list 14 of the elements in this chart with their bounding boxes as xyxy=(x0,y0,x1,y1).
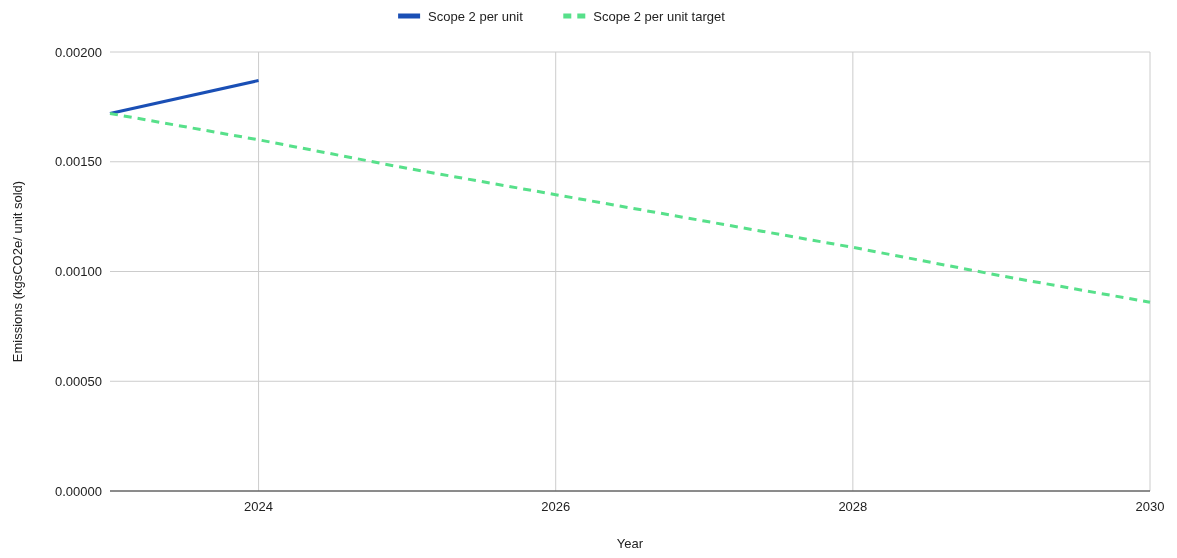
y-tick-label: 0.00200 xyxy=(55,44,102,60)
x-tick-label: 2024 xyxy=(244,499,274,514)
y-tick-label: 0.00150 xyxy=(55,154,102,170)
legend-label: Scope 2 per unit xyxy=(428,8,524,24)
line-series xyxy=(108,111,1152,304)
x-axis-title: Year xyxy=(616,536,644,551)
y-tick-label: 0.00100 xyxy=(55,264,102,280)
y-tick-label: 0.00050 xyxy=(55,373,102,389)
x-tick-label: 2028 xyxy=(838,499,868,514)
legend-label: Scope 2 per unit target xyxy=(593,8,726,24)
y-axis-title: Emissions (kgsCO2e/ unit sold) xyxy=(10,180,25,363)
y-tick-label: 0.00000 xyxy=(55,483,102,499)
x-tick-label: 2030 xyxy=(1135,499,1165,514)
x-tick-label: 2026 xyxy=(541,499,571,514)
